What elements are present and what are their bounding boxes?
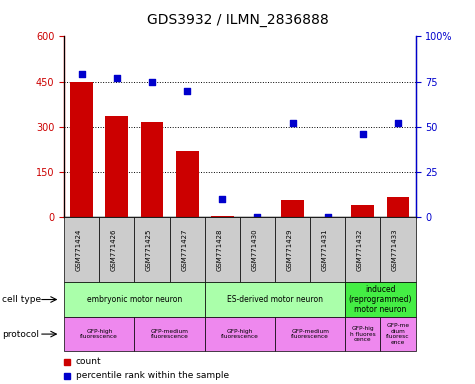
Text: GSM771428: GSM771428: [216, 228, 222, 271]
Point: [113, 75, 121, 81]
Bar: [352, 205, 374, 217]
Bar: [387, 197, 409, 217]
Text: GSM771425: GSM771425: [146, 228, 152, 271]
Text: GFP-medium
fluorescence: GFP-medium fluorescence: [291, 329, 329, 339]
Bar: [141, 122, 163, 217]
Text: GSM771431: GSM771431: [322, 228, 328, 271]
Point: [218, 196, 226, 202]
Point: [324, 214, 332, 220]
Bar: [176, 151, 199, 217]
Text: GFP-hig
h fluores
cence: GFP-hig h fluores cence: [350, 326, 376, 343]
Text: GDS3932 / ILMN_2836888: GDS3932 / ILMN_2836888: [147, 13, 328, 27]
Point: [148, 79, 156, 85]
Text: GSM771433: GSM771433: [392, 228, 398, 271]
Bar: [211, 216, 234, 217]
Text: ES-derived motor neuron: ES-derived motor neuron: [227, 295, 323, 304]
Text: GSM771424: GSM771424: [76, 228, 82, 271]
Bar: [105, 116, 128, 217]
Text: cell type: cell type: [2, 295, 41, 304]
Text: percentile rank within the sample: percentile rank within the sample: [76, 371, 229, 380]
Text: GSM771432: GSM771432: [357, 228, 363, 271]
Bar: [281, 200, 304, 217]
Point: [359, 131, 367, 137]
Point: [394, 120, 402, 126]
Bar: [70, 82, 93, 217]
Text: embryonic motor neuron: embryonic motor neuron: [87, 295, 182, 304]
Point: [254, 214, 261, 220]
Text: GFP-high
fluorescence: GFP-high fluorescence: [80, 329, 118, 339]
Text: GSM771429: GSM771429: [286, 228, 293, 271]
Point: [289, 120, 296, 126]
Point: [78, 71, 86, 78]
Text: GFP-me
dium
fluoresc
ence: GFP-me dium fluoresc ence: [386, 323, 410, 345]
Text: GSM771430: GSM771430: [251, 228, 257, 271]
Text: GFP-medium
fluorescence: GFP-medium fluorescence: [151, 329, 189, 339]
Text: count: count: [76, 357, 102, 366]
Text: GSM771426: GSM771426: [111, 228, 117, 271]
Text: GFP-high
fluorescence: GFP-high fluorescence: [221, 329, 259, 339]
Text: protocol: protocol: [2, 329, 39, 339]
Text: GSM771427: GSM771427: [181, 228, 187, 271]
Point: [183, 88, 191, 94]
Text: induced
(reprogrammed)
motor neuron: induced (reprogrammed) motor neuron: [349, 285, 412, 314]
